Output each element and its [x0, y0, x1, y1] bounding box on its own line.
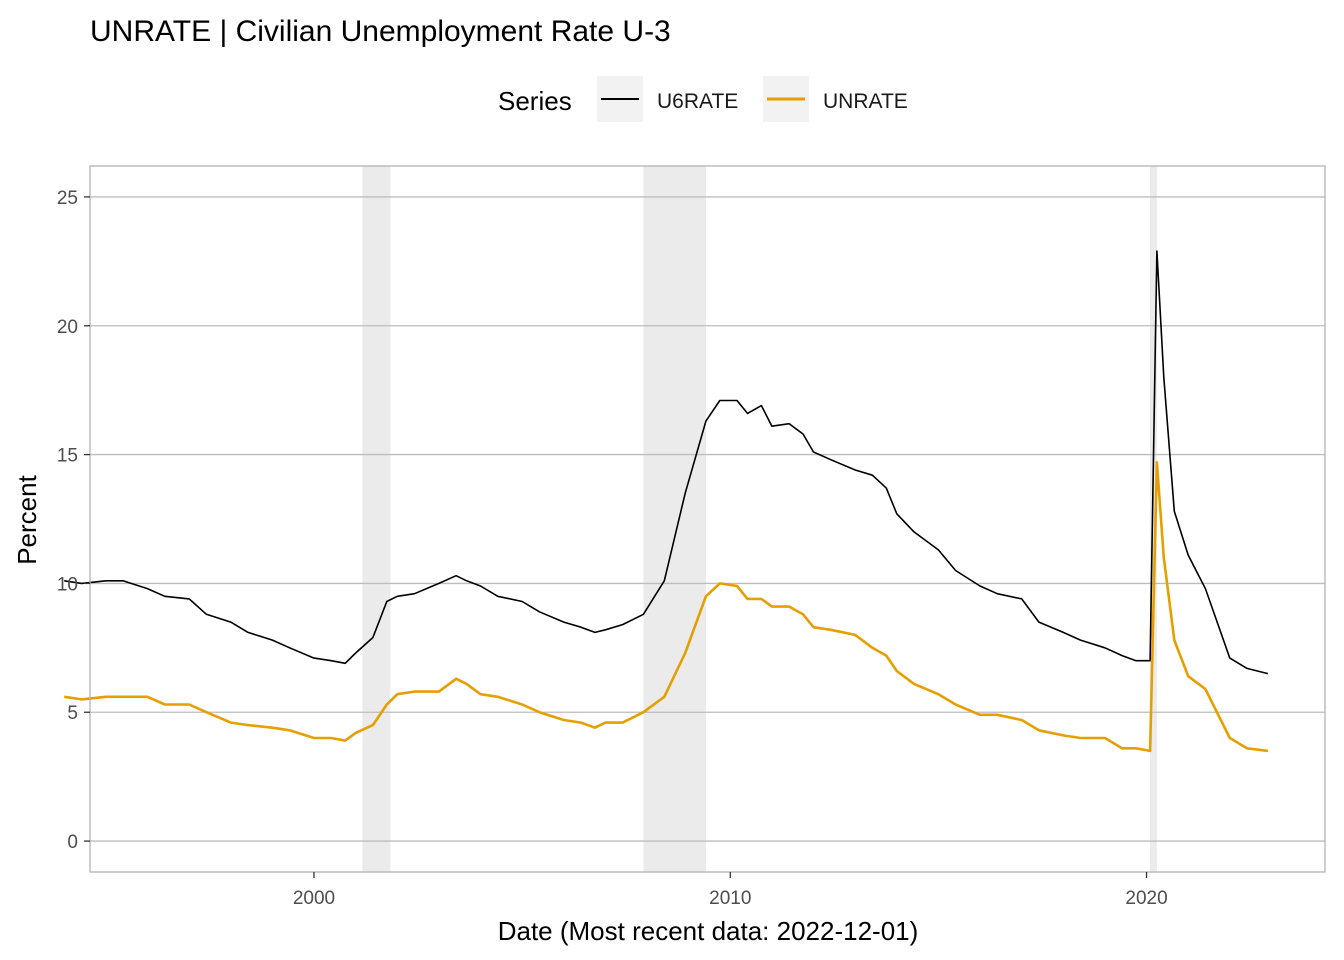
chart-title: UNRATE | Civilian Unemployment Rate U-3 [90, 15, 671, 48]
x-tick-label: 2010 [709, 888, 751, 909]
y-axis: 0 5 10 15 20 25 [57, 188, 90, 853]
recession-band [1150, 166, 1157, 872]
y-tick-label: 10 [57, 574, 78, 595]
series-line-u6rate [64, 250, 1269, 675]
y-tick-label: 0 [67, 832, 78, 853]
plot-panel [64, 165, 1326, 873]
recession-band [643, 166, 706, 872]
panel-border [89, 165, 1326, 873]
y-tick-label: 15 [57, 446, 78, 467]
series-line-unrate [64, 461, 1269, 753]
legend-title: Series [498, 86, 572, 116]
y-tick-label: 25 [57, 188, 78, 209]
recession-band [362, 166, 391, 872]
legend: Series U6RATE UNRATE [498, 76, 908, 122]
y-axis-title: Percent [12, 474, 42, 564]
x-axis-title: Date (Most recent data: 2022-12-01) [498, 916, 919, 946]
y-tick-label: 20 [57, 317, 78, 338]
y-tick-label: 5 [67, 703, 78, 724]
legend-label-u6rate: U6RATE [657, 90, 738, 113]
x-axis: 2000 2010 2020 [293, 872, 1168, 909]
legend-label-unrate: UNRATE [823, 90, 908, 113]
x-tick-label: 2020 [1125, 888, 1167, 909]
x-tick-label: 2000 [293, 888, 335, 909]
